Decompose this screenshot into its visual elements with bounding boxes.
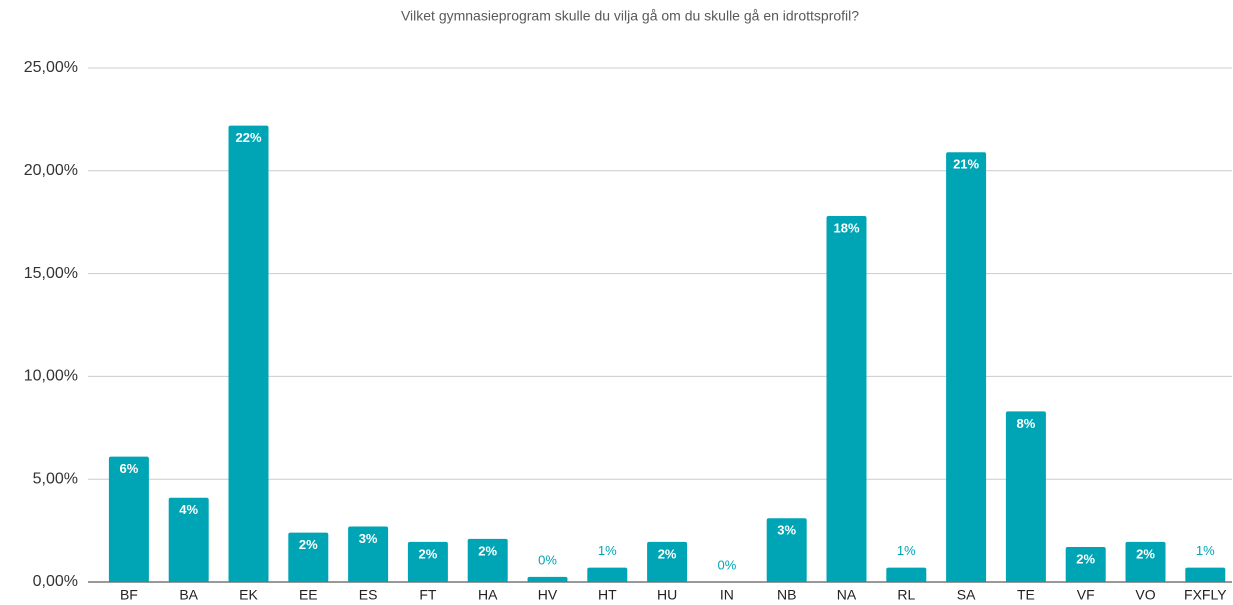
x-tick-label: HU [657, 587, 677, 603]
data-label: 0% [538, 552, 557, 567]
data-label: 3% [359, 531, 378, 546]
bar [288, 532, 329, 582]
y-tick-label: 10,00% [24, 368, 78, 385]
data-label: 1% [897, 543, 916, 558]
bar [647, 541, 688, 582]
x-tick-label: EE [299, 587, 318, 603]
data-label: 18% [833, 220, 859, 235]
bar [1005, 411, 1046, 582]
x-tick-label: EK [239, 587, 258, 603]
data-label: 8% [1017, 416, 1036, 431]
data-label: 2% [419, 546, 438, 561]
data-label: 1% [598, 543, 617, 558]
bar [348, 526, 389, 582]
bar [946, 152, 987, 582]
x-tick-label: BF [120, 587, 138, 603]
x-tick-label: NA [837, 587, 857, 603]
bar [228, 125, 269, 583]
bar [527, 576, 568, 582]
bar [168, 497, 209, 582]
data-label: 2% [658, 546, 677, 561]
data-label: 21% [953, 157, 979, 172]
x-tick-label: NB [777, 587, 796, 603]
data-label: 2% [1136, 546, 1155, 561]
bar [1185, 567, 1226, 582]
bar [407, 541, 448, 582]
x-tick-label: FXFLY [1184, 587, 1227, 603]
y-tick-label: 15,00% [24, 265, 78, 282]
x-tick-label: HT [598, 587, 617, 603]
x-tick-label: IN [720, 587, 734, 603]
x-tick-label: HV [538, 587, 558, 603]
bar [826, 216, 867, 583]
data-label: 2% [1076, 551, 1095, 566]
data-label: 3% [777, 523, 796, 538]
data-label: 4% [179, 502, 198, 517]
bar [108, 456, 149, 582]
x-tick-label: VF [1077, 587, 1095, 603]
bar [766, 518, 807, 582]
x-tick-label: SA [957, 587, 976, 603]
data-label: 1% [1196, 543, 1215, 558]
y-tick-label: 20,00% [24, 162, 78, 179]
data-label: 0% [718, 557, 737, 572]
x-tick-label: VO [1135, 587, 1155, 603]
y-tick-label: 5,00% [33, 470, 78, 487]
data-label: 22% [235, 130, 261, 145]
bar [467, 538, 508, 582]
data-label: 2% [299, 537, 318, 552]
x-tick-label: HA [478, 587, 498, 603]
data-label: 2% [478, 543, 497, 558]
bar [1065, 547, 1106, 582]
x-tick-label: ES [359, 587, 378, 603]
data-label: 6% [120, 461, 139, 476]
y-tick-label: 25,00% [24, 59, 78, 76]
bar [587, 567, 628, 582]
x-tick-label: BA [179, 587, 198, 603]
x-tick-label: FT [419, 587, 437, 603]
bar [886, 567, 927, 582]
x-tick-label: TE [1017, 587, 1035, 603]
y-tick-label: 0,00% [33, 573, 78, 590]
x-tick-label: RL [897, 587, 915, 603]
chart-title: Vilket gymnasieprogram skulle du vilja g… [401, 8, 859, 24]
bar [1125, 541, 1166, 582]
